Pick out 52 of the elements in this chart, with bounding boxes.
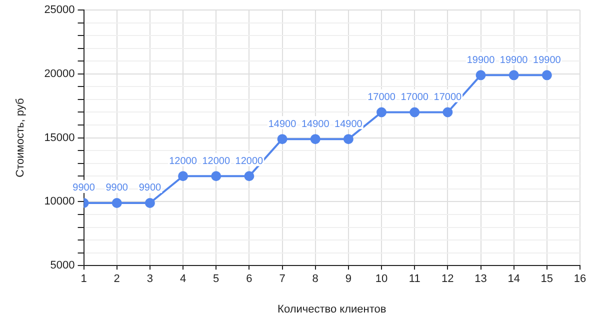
y-tick-label: 25000 bbox=[44, 4, 75, 16]
x-tick-label: 2 bbox=[114, 273, 120, 286]
x-tick-label: 1 bbox=[80, 273, 87, 286]
point bbox=[277, 134, 288, 144]
point bbox=[376, 107, 387, 118]
x-tick-label: 9 bbox=[345, 273, 352, 286]
point bbox=[178, 171, 188, 182]
x-tick-label: 14 bbox=[508, 273, 520, 286]
data-label: 12000 bbox=[235, 156, 264, 167]
data-label: 14900 bbox=[268, 118, 297, 130]
x-tick-label: 15 bbox=[540, 273, 554, 286]
point bbox=[244, 171, 254, 182]
y-tick-label: 20000 bbox=[44, 68, 75, 80]
x-tick-label: 11 bbox=[408, 273, 420, 286]
x-tick-label: 7 bbox=[279, 273, 286, 286]
x-tick-label: 6 bbox=[246, 273, 252, 286]
data-label: 14900 bbox=[334, 118, 363, 130]
point bbox=[310, 134, 320, 144]
point bbox=[442, 107, 453, 118]
point bbox=[542, 70, 552, 80]
point bbox=[343, 134, 354, 144]
x-tick-label: 3 bbox=[146, 273, 154, 286]
x-tick-label: 10 bbox=[375, 273, 388, 286]
x-axis-title: Количество клиентов bbox=[278, 303, 386, 316]
y-tick-label: 10000 bbox=[44, 196, 75, 208]
data-label: 17000 bbox=[400, 92, 429, 103]
x-tick-label: 12 bbox=[442, 273, 454, 286]
data-label: 9900 bbox=[106, 182, 128, 194]
point bbox=[211, 171, 222, 182]
point bbox=[144, 198, 155, 208]
x-tick-label: 16 bbox=[574, 273, 586, 286]
x-tick-label: 5 bbox=[213, 273, 220, 286]
data-label: 19900 bbox=[500, 54, 528, 66]
data-label: 9900 bbox=[138, 182, 162, 194]
data-label: 12000 bbox=[169, 156, 198, 167]
data-label: 19900 bbox=[466, 54, 496, 66]
x-tick-label: 13 bbox=[474, 273, 487, 286]
y-tick-label: 5000 bbox=[50, 260, 75, 272]
data-label: 19900 bbox=[533, 54, 562, 66]
data-label: 17000 bbox=[434, 92, 462, 103]
data-label: 9900 bbox=[72, 182, 96, 194]
point bbox=[476, 70, 486, 80]
point bbox=[508, 70, 519, 80]
point bbox=[112, 198, 122, 208]
data-label: 14900 bbox=[301, 118, 330, 130]
x-tick-label: 8 bbox=[312, 273, 318, 286]
y-axis-title: Стоимость, руб bbox=[14, 98, 27, 178]
data-label: 12000 bbox=[202, 156, 230, 167]
x-tick-label: 4 bbox=[180, 273, 186, 286]
point bbox=[410, 107, 420, 118]
y-tick-label: 15000 bbox=[44, 132, 75, 144]
data-label: 17000 bbox=[368, 92, 396, 103]
